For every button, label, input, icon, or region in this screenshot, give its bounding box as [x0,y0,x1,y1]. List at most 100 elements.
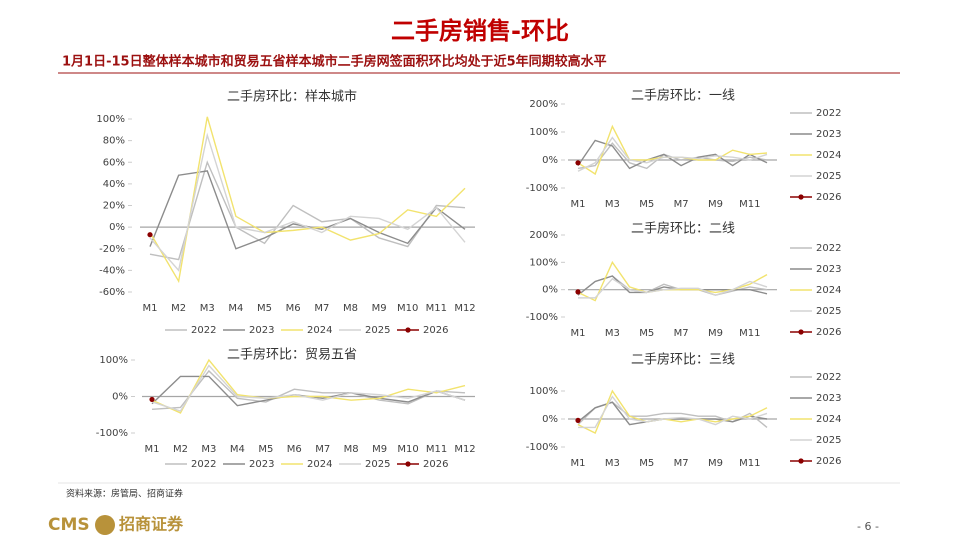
x-tick-label: M3 [200,303,215,314]
logo-icon [95,515,115,535]
x-tick-label: M3 [605,328,620,339]
y-tick-label: 100% [529,127,558,138]
legend-label: 2023 [816,129,841,140]
y-tick-label: -100% [526,442,558,453]
series-line [578,395,768,429]
x-tick-label: M5 [639,458,654,469]
slide-title: 二手房销售-环比 [391,17,569,45]
series-line [149,116,466,284]
x-tick-label: M9 [708,328,723,339]
chart-title: 二手房环比：贸易五省 [227,347,357,363]
x-tick-label: M2 [173,444,188,455]
legend-label: 2024 [816,150,841,161]
legend-label: 2022 [816,372,841,383]
legend-marker [798,329,804,335]
legend-marker [798,194,804,200]
series-line [151,364,466,412]
legend-marker [405,327,411,333]
x-tick-label: M10 [397,444,418,455]
x-tick-label: M8 [344,444,359,455]
y-tick-label: -100% [96,428,128,439]
y-tick-label: 0% [112,392,128,403]
x-tick-label: M6 [286,303,301,314]
legend-label: 2025 [365,325,390,336]
x-tick-label: M1 [143,303,158,314]
series-line [577,260,768,302]
legend-label: 2025 [816,171,841,182]
x-tick-label: M6 [287,444,302,455]
series-line [151,358,466,414]
series-line [149,160,466,261]
legend-label: 2026 [423,459,448,470]
x-tick-label: M5 [639,328,654,339]
y-tick-label: 100% [529,257,558,268]
series-line [578,277,768,299]
x-tick-label: M11 [426,303,447,314]
x-tick-label: M12 [454,444,475,455]
x-tick-label: M3 [201,444,216,455]
x-tick-label: M4 [230,444,245,455]
y-tick-label: 20% [103,201,125,212]
x-tick-label: M7 [674,458,689,469]
x-tick-label: M5 [258,444,273,455]
x-tick-label: M11 [739,199,760,210]
x-tick-label: M9 [372,444,387,455]
x-tick-label: M7 [315,444,330,455]
legend-marker [798,458,804,464]
legend-label: 2026 [423,325,448,336]
legend-marker [405,461,411,467]
y-tick-label: -60% [99,287,125,298]
legend-label: 2023 [249,325,274,336]
chart-title: 二手房环比：样本城市 [227,89,357,105]
x-tick-label: M4 [228,303,243,314]
legend-label: 2025 [365,459,390,470]
y-tick-label: 200% [529,99,558,110]
legend-label: 2023 [249,459,274,470]
y-tick-label: 100% [529,386,558,397]
x-tick-label: M5 [639,199,654,210]
legend-label: 2023 [816,393,841,404]
legend-label: 2022 [191,325,216,336]
legend-label: 2026 [816,192,841,203]
y-tick-label: 0% [542,155,558,166]
series-line [577,389,768,434]
x-tick-label: M10 [397,303,418,314]
page-number: - 6 - [857,520,879,533]
legend-label: 2025 [816,435,841,446]
x-tick-label: M1 [571,328,586,339]
y-tick-label: 60% [103,157,125,168]
logo-brand: CMS [48,515,90,535]
y-tick-label: -40% [99,265,125,276]
legend-label: 2024 [816,285,841,296]
x-tick-label: M9 [708,458,723,469]
chart-title: 二手房环比：一线 [631,88,735,104]
legend-label: 2024 [816,414,841,425]
legend-label: 2026 [816,327,841,338]
legend-label: 2022 [816,243,841,254]
x-tick-label: M2 [171,303,186,314]
y-tick-label: 100% [96,114,125,125]
y-tick-label: -100% [526,183,558,194]
x-tick-label: M3 [605,458,620,469]
x-tick-label: M9 [372,303,387,314]
point-marker [147,232,153,238]
legend-label: 2024 [307,459,332,470]
x-tick-label: M11 [739,458,760,469]
series-line [577,139,768,170]
y-tick-label: 0% [109,222,125,233]
point-marker [575,160,581,166]
x-tick-label: M7 [674,328,689,339]
x-tick-label: M12 [454,303,475,314]
x-tick-label: M3 [605,199,620,210]
x-tick-label: M8 [343,303,358,314]
legend-label: 2024 [307,325,332,336]
y-tick-label: -20% [99,244,125,255]
series-line [577,136,768,172]
y-tick-label: 100% [99,355,128,366]
x-tick-label: M9 [708,199,723,210]
y-tick-label: 200% [529,230,558,241]
point-marker [575,417,581,423]
legend-label: 2025 [816,306,841,317]
